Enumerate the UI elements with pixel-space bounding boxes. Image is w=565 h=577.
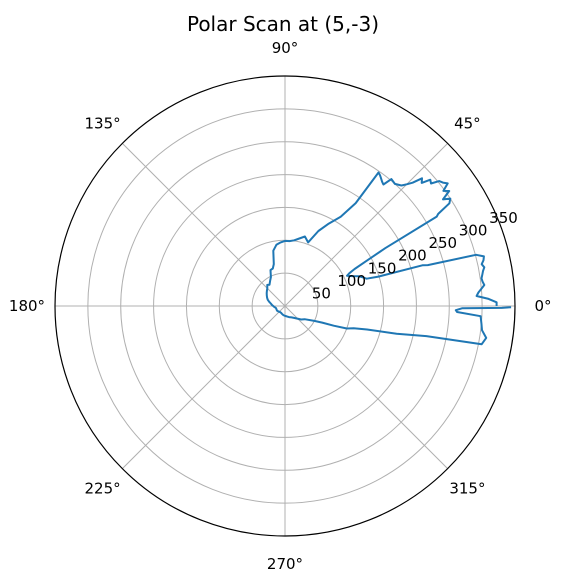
angle-tick-label-315: 315°	[449, 479, 485, 497]
angular-gridline-225	[122, 305, 286, 469]
polar-spine	[54, 75, 516, 537]
angle-tick-label-270: 270°	[267, 555, 303, 573]
radial-tick-label-350: 350	[489, 209, 518, 227]
radial-tick-label-50: 50	[312, 284, 331, 302]
angle-tick-label-180: 180°	[9, 297, 45, 315]
angle-tick-label-0: 0°	[534, 297, 551, 315]
angular-gridline-45	[284, 143, 448, 307]
angle-tick-label-225: 225°	[85, 479, 121, 497]
angle-tick-label-45: 45°	[454, 115, 481, 133]
radial-tick-label-300: 300	[459, 222, 488, 240]
radial-tick-label-250: 250	[428, 234, 457, 252]
radial-tick-label-200: 200	[398, 247, 427, 265]
radial-tick-label-150: 150	[368, 259, 397, 277]
radial-tick-label-100: 100	[337, 272, 366, 290]
angular-gridline-135	[122, 143, 286, 307]
tick-labels: 0° 45° 90° 135° 180° 225° 270° 315° 50 1001502002…	[9, 39, 552, 573]
angle-tick-label-90: 90°	[272, 39, 299, 57]
series-layer	[265, 171, 512, 346]
angle-tick-label-135: 135°	[85, 115, 121, 133]
polar-grid	[54, 75, 516, 537]
angular-gridline-315	[284, 305, 448, 469]
series-line-0	[265, 171, 512, 346]
chart-title: Polar Scan at (5,-3)	[187, 12, 379, 36]
